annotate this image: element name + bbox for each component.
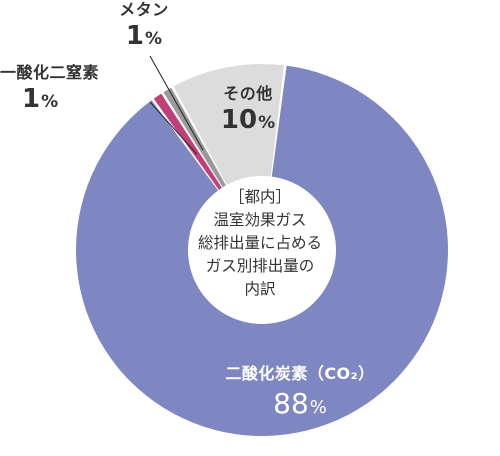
slice-label-n2o: 一酸化二窒素 1% xyxy=(0,63,120,114)
slice-label-co2: 二酸化炭素（CO₂） 88% xyxy=(205,364,395,418)
slice-value-n2o-unit: % xyxy=(41,91,59,112)
slice-n2o xyxy=(153,93,222,190)
center-line-1: ［都内］ xyxy=(228,188,291,206)
slice-label-methane: メタン 1% xyxy=(104,0,184,51)
slice-co2 xyxy=(76,65,448,437)
slice-value-methane-number: 1 xyxy=(125,20,145,51)
slice-value-n2o-number: 1 xyxy=(22,83,41,114)
slice-value-other: 10% xyxy=(208,104,288,135)
slice-label-other: その他 10% xyxy=(208,84,288,135)
slice-name-methane: メタン xyxy=(119,0,169,19)
slice-name-n2o: 一酸化二窒素 xyxy=(0,63,100,82)
center-caption: ［都内］ 温室効果ガス 総排出量に占める ガス別排出量の 内訳 xyxy=(195,186,325,301)
slice-value-n2o: 1% xyxy=(0,83,120,114)
slice-other xyxy=(173,64,285,185)
center-line-5: 内訳 xyxy=(244,280,276,298)
center-line-4: ガス別排出量の xyxy=(205,257,315,275)
slice-name-co2: 二酸化炭素（CO₂） xyxy=(225,364,375,383)
center-line-2: 温室効果ガス xyxy=(213,211,307,229)
slice-value-methane: 1% xyxy=(104,20,184,51)
leader-line-methane xyxy=(149,55,204,151)
slice-name-other: その他 xyxy=(223,84,273,103)
slice-value-co2-number: 88 xyxy=(273,386,309,420)
slice-value-co2-unit: % xyxy=(309,396,327,418)
leader-line-n2o xyxy=(149,101,198,155)
slice-methane xyxy=(163,87,226,188)
slice-value-co2: 88% xyxy=(205,389,395,418)
slice-value-methane-unit: % xyxy=(145,28,163,49)
slice-value-other-unit: % xyxy=(258,112,276,133)
slice-value-other-number: 10 xyxy=(220,104,258,135)
center-line-3: 総排出量に占める xyxy=(197,234,322,252)
donut-hole xyxy=(190,178,334,322)
